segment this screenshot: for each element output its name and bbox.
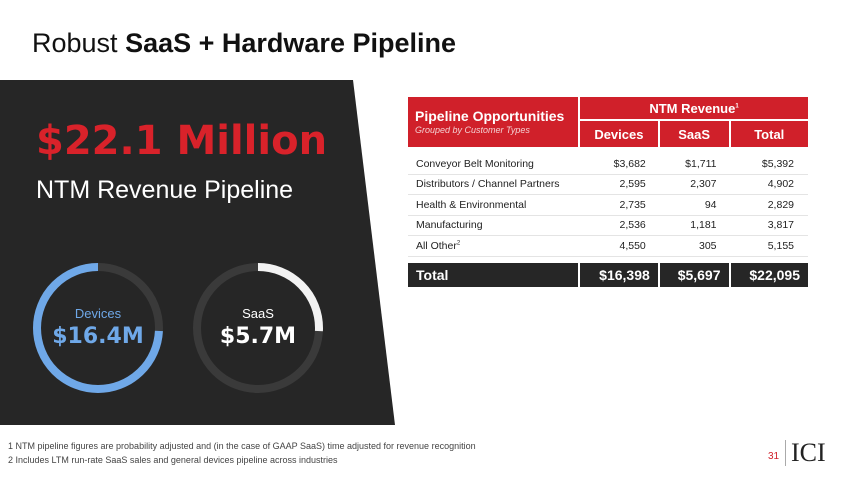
table-title-cell: Pipeline Opportunities Grouped by Custome… <box>408 97 580 147</box>
devices-donut <box>33 263 163 393</box>
row-label: Conveyor Belt Monitoring <box>408 154 580 175</box>
ntm-header: NTM Revenue1 <box>580 97 808 121</box>
row-value: 4,550 <box>580 236 660 257</box>
footnote-2: 2 Includes LTM run-rate SaaS sales and g… <box>8 455 338 465</box>
row-value: $1,711 <box>659 154 731 175</box>
row-value: 305 <box>659 236 731 257</box>
total-row: Total $16,398 $5,697 $22,095 <box>408 262 808 287</box>
devices-arc <box>33 263 163 393</box>
col-total: Total <box>730 121 808 147</box>
table-title: Pipeline Opportunities <box>415 108 565 124</box>
table-row: Conveyor Belt Monitoring $3,682 $1,711 $5,3… <box>408 154 808 175</box>
saas-label: SaaS <box>242 306 274 321</box>
row-label: Health & Environmental <box>408 195 580 216</box>
row-value: 3,817 <box>730 216 808 236</box>
table-row: Distributors / Channel Partners 2,595 2,30… <box>408 175 808 195</box>
table-row: All Other2 4,550 305 5,155 <box>408 236 808 257</box>
total-saas: $5,697 <box>659 262 731 287</box>
pipeline-table: Pipeline Opportunities Grouped by Custome… <box>408 97 808 287</box>
row-value: 4,902 <box>730 175 808 195</box>
row-value: 2,536 <box>580 216 660 236</box>
ici-logo: ICI <box>785 440 826 466</box>
col-devices: Devices <box>580 121 660 147</box>
row-value: 2,735 <box>580 195 660 216</box>
hero-amount: $22.1 Million <box>36 118 328 164</box>
devices-value: $16.4M <box>52 324 144 349</box>
row-value: 2,307 <box>659 175 731 195</box>
row-label-text: Health & Environmental <box>416 198 527 211</box>
row-label: All Other2 <box>408 236 580 257</box>
row-value: $3,682 <box>580 154 660 175</box>
row-value: 1,181 <box>659 216 731 236</box>
saas-value: $5.7M <box>219 324 297 349</box>
col-saas: SaaS <box>659 121 731 147</box>
row-value: $5,392 <box>730 154 808 175</box>
row-value: 2,595 <box>580 175 660 195</box>
row-label: Manufacturing <box>408 216 580 236</box>
dark-panel <box>0 80 395 425</box>
row-label-text: All Other <box>416 239 457 252</box>
row-label: Distributors / Channel Partners <box>408 175 580 195</box>
total-total: $22,095 <box>730 262 808 287</box>
row-sup: 2 <box>456 240 461 247</box>
row-label-text: Conveyor Belt Monitoring <box>416 157 534 170</box>
saas-arc <box>193 263 323 393</box>
row-value: 5,155 <box>730 236 808 257</box>
table-row: Health & Environmental 2,735 94 2,829 <box>408 195 808 216</box>
row-label-text: Manufacturing <box>416 219 483 232</box>
slide-title: Robust SaaS + Hardware Pipeline <box>32 28 456 59</box>
table-subtitle: Grouped by Customer Types <box>415 125 530 135</box>
ntm-sup: 1 <box>735 103 739 110</box>
total-label: Total <box>408 262 580 287</box>
title-light: Robust <box>32 28 118 58</box>
page-number: 31 <box>768 451 780 462</box>
title-bold: SaaS + Hardware Pipeline <box>125 28 456 58</box>
ntm-header-text: NTM Revenue <box>649 100 736 116</box>
footnote-1: 1 NTM pipeline figures are probability a… <box>8 441 476 451</box>
row-value: 94 <box>659 195 731 216</box>
table-row: Manufacturing 2,536 1,181 3,817 <box>408 216 808 236</box>
row-value: 2,829 <box>730 195 808 216</box>
devices-label: Devices <box>74 306 122 321</box>
hero-label: NTM Revenue Pipeline <box>36 176 294 204</box>
row-label-text: Distributors / Channel Partners <box>416 178 560 191</box>
total-devices: $16,398 <box>580 262 660 287</box>
saas-donut <box>193 263 323 393</box>
